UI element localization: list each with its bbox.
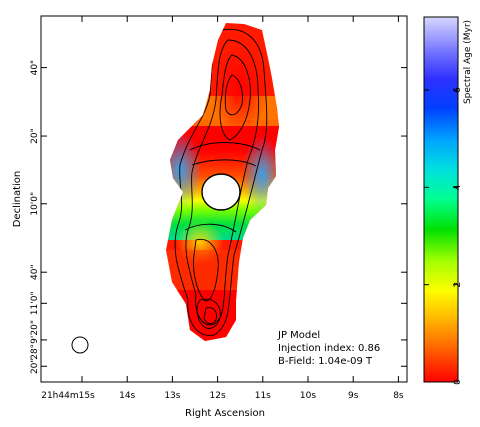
colorbar-segment — [424, 320, 458, 353]
y-tick-label: 40" — [30, 264, 40, 280]
colorbar-segment — [424, 199, 458, 231]
x-tick-label: 12s — [210, 391, 226, 401]
x-tick-label: 10s — [300, 391, 316, 401]
model-annotation: JP Model Injection index: 0.86 B-Field: … — [277, 330, 380, 367]
colorbar-fill — [424, 16, 458, 383]
colorbar-frame — [423, 16, 459, 383]
colorbar-ticks: 0 2 4 6 — [424, 87, 463, 385]
x-tick-label: 21h44m15s — [41, 391, 95, 401]
x-tick-label: 8s — [393, 391, 404, 401]
beam-ellipse — [71, 336, 89, 354]
y-tick-label: 11'0" — [30, 291, 40, 315]
colorbar-segment — [424, 259, 458, 292]
y-axis-ticks: 28°9'20" 40" 10'0" 20" 40" 11'0" 20" — [30, 60, 407, 374]
y-tick-label: 10'0" — [30, 192, 40, 216]
colorbar-segment — [424, 229, 458, 261]
colorbar-segment — [424, 107, 458, 140]
colorbar-tick-label: 6 — [453, 87, 463, 93]
colorbar-segment — [424, 351, 458, 383]
colorbar-tick-label: 4 — [453, 184, 463, 190]
x-axis-ticks: 21h44m15s 14s 13s 12s 11s 10s 9s 8s — [41, 16, 404, 401]
y-tick-label: 20" — [30, 358, 40, 374]
masked-core-region — [201, 173, 241, 211]
colorbar-segment — [424, 46, 458, 79]
y-axis-label: Declination — [12, 171, 23, 228]
x-tick-label: 11s — [255, 391, 271, 401]
colorbar-segment — [424, 290, 458, 322]
x-axis-label: Right Ascension — [185, 408, 265, 419]
colorbar-segment — [424, 138, 458, 170]
x-tick-label: 9s — [348, 391, 359, 401]
annotation-b-field: B-Field: 1.04e-09 T — [278, 356, 373, 367]
x-tick-label: 14s — [119, 391, 135, 401]
colorbar-segment — [424, 16, 458, 48]
colorbar: 0 2 4 6 Spectral Age (Myr) — [423, 16, 473, 385]
y-tick-label: 28°9'20" — [30, 320, 40, 360]
annotation-model: JP Model — [277, 330, 320, 341]
x-tick-label: 13s — [164, 391, 180, 401]
y-tick-label: 40" — [30, 60, 40, 76]
colorbar-tick-label: 0 — [453, 379, 463, 385]
y-tick-label: 20" — [30, 128, 40, 144]
colorbar-tick-label: 2 — [453, 282, 463, 288]
colorbar-segment — [424, 168, 458, 200]
colorbar-segment — [424, 77, 458, 109]
annotation-injection-index: Injection index: 0.86 — [278, 343, 380, 354]
colorbar-label: Spectral Age (Myr) — [463, 20, 473, 104]
plot-frame — [40, 15, 408, 383]
